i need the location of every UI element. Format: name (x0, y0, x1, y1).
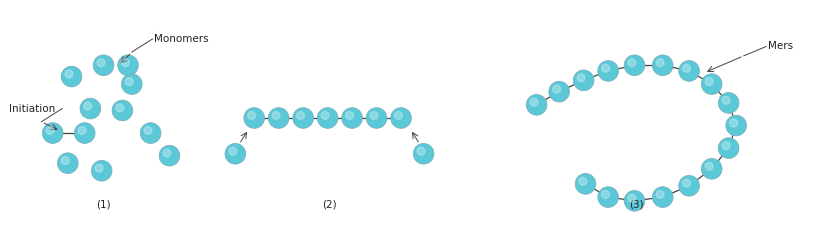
Circle shape (370, 111, 378, 119)
Circle shape (628, 194, 636, 202)
Circle shape (317, 108, 338, 128)
Circle shape (682, 64, 690, 72)
Circle shape (144, 126, 152, 135)
Circle shape (321, 111, 329, 119)
Circle shape (575, 173, 596, 194)
Circle shape (391, 108, 411, 128)
Circle shape (125, 78, 133, 85)
Circle shape (730, 119, 737, 127)
Circle shape (121, 59, 129, 67)
Circle shape (718, 93, 739, 113)
Text: (1): (1) (97, 200, 111, 210)
Circle shape (91, 160, 112, 181)
Circle shape (624, 190, 645, 211)
Text: (3): (3) (629, 200, 644, 210)
Circle shape (140, 123, 161, 143)
Circle shape (118, 55, 138, 76)
Circle shape (701, 159, 722, 179)
Circle shape (46, 126, 54, 135)
Circle shape (577, 74, 585, 82)
Circle shape (602, 190, 609, 198)
Circle shape (395, 111, 402, 119)
Circle shape (163, 149, 171, 157)
Circle shape (159, 145, 180, 166)
Circle shape (366, 108, 387, 128)
Circle shape (549, 81, 569, 102)
Circle shape (705, 162, 713, 170)
Circle shape (78, 126, 86, 135)
Circle shape (624, 55, 645, 76)
Circle shape (93, 55, 114, 76)
Circle shape (722, 97, 730, 104)
Circle shape (112, 100, 133, 121)
Circle shape (244, 108, 265, 128)
Text: Initiation: Initiation (9, 104, 56, 114)
Circle shape (75, 123, 95, 143)
Circle shape (342, 108, 363, 128)
Circle shape (95, 164, 103, 172)
Circle shape (527, 94, 547, 115)
Circle shape (57, 153, 78, 173)
Circle shape (121, 74, 143, 94)
Circle shape (296, 111, 305, 119)
Text: (2): (2) (322, 200, 337, 210)
Circle shape (598, 61, 618, 81)
Circle shape (292, 108, 314, 128)
Circle shape (229, 147, 237, 155)
Circle shape (65, 70, 73, 78)
Circle shape (628, 59, 636, 67)
Circle shape (679, 175, 699, 196)
Circle shape (718, 138, 739, 159)
Circle shape (97, 59, 105, 67)
Circle shape (701, 74, 722, 94)
Circle shape (602, 64, 609, 72)
Circle shape (84, 102, 92, 110)
Text: Mers: Mers (768, 42, 794, 51)
Circle shape (115, 104, 124, 112)
Circle shape (722, 142, 730, 149)
Circle shape (573, 70, 594, 91)
Circle shape (726, 115, 746, 136)
Circle shape (530, 98, 538, 106)
Circle shape (656, 190, 664, 198)
Circle shape (682, 179, 690, 187)
Text: Monomers: Monomers (155, 34, 209, 44)
Circle shape (656, 59, 664, 67)
Circle shape (61, 66, 82, 87)
Circle shape (247, 111, 256, 119)
Circle shape (43, 123, 63, 143)
Circle shape (679, 61, 699, 81)
Circle shape (272, 111, 280, 119)
Circle shape (705, 78, 713, 85)
Circle shape (598, 187, 618, 207)
Circle shape (417, 147, 425, 155)
Circle shape (80, 98, 101, 119)
Circle shape (653, 55, 673, 76)
Circle shape (61, 157, 69, 164)
Circle shape (414, 143, 434, 164)
Circle shape (346, 111, 354, 119)
Circle shape (225, 143, 246, 164)
Circle shape (653, 187, 673, 207)
Circle shape (579, 177, 587, 185)
Circle shape (553, 85, 560, 93)
Circle shape (269, 108, 289, 128)
